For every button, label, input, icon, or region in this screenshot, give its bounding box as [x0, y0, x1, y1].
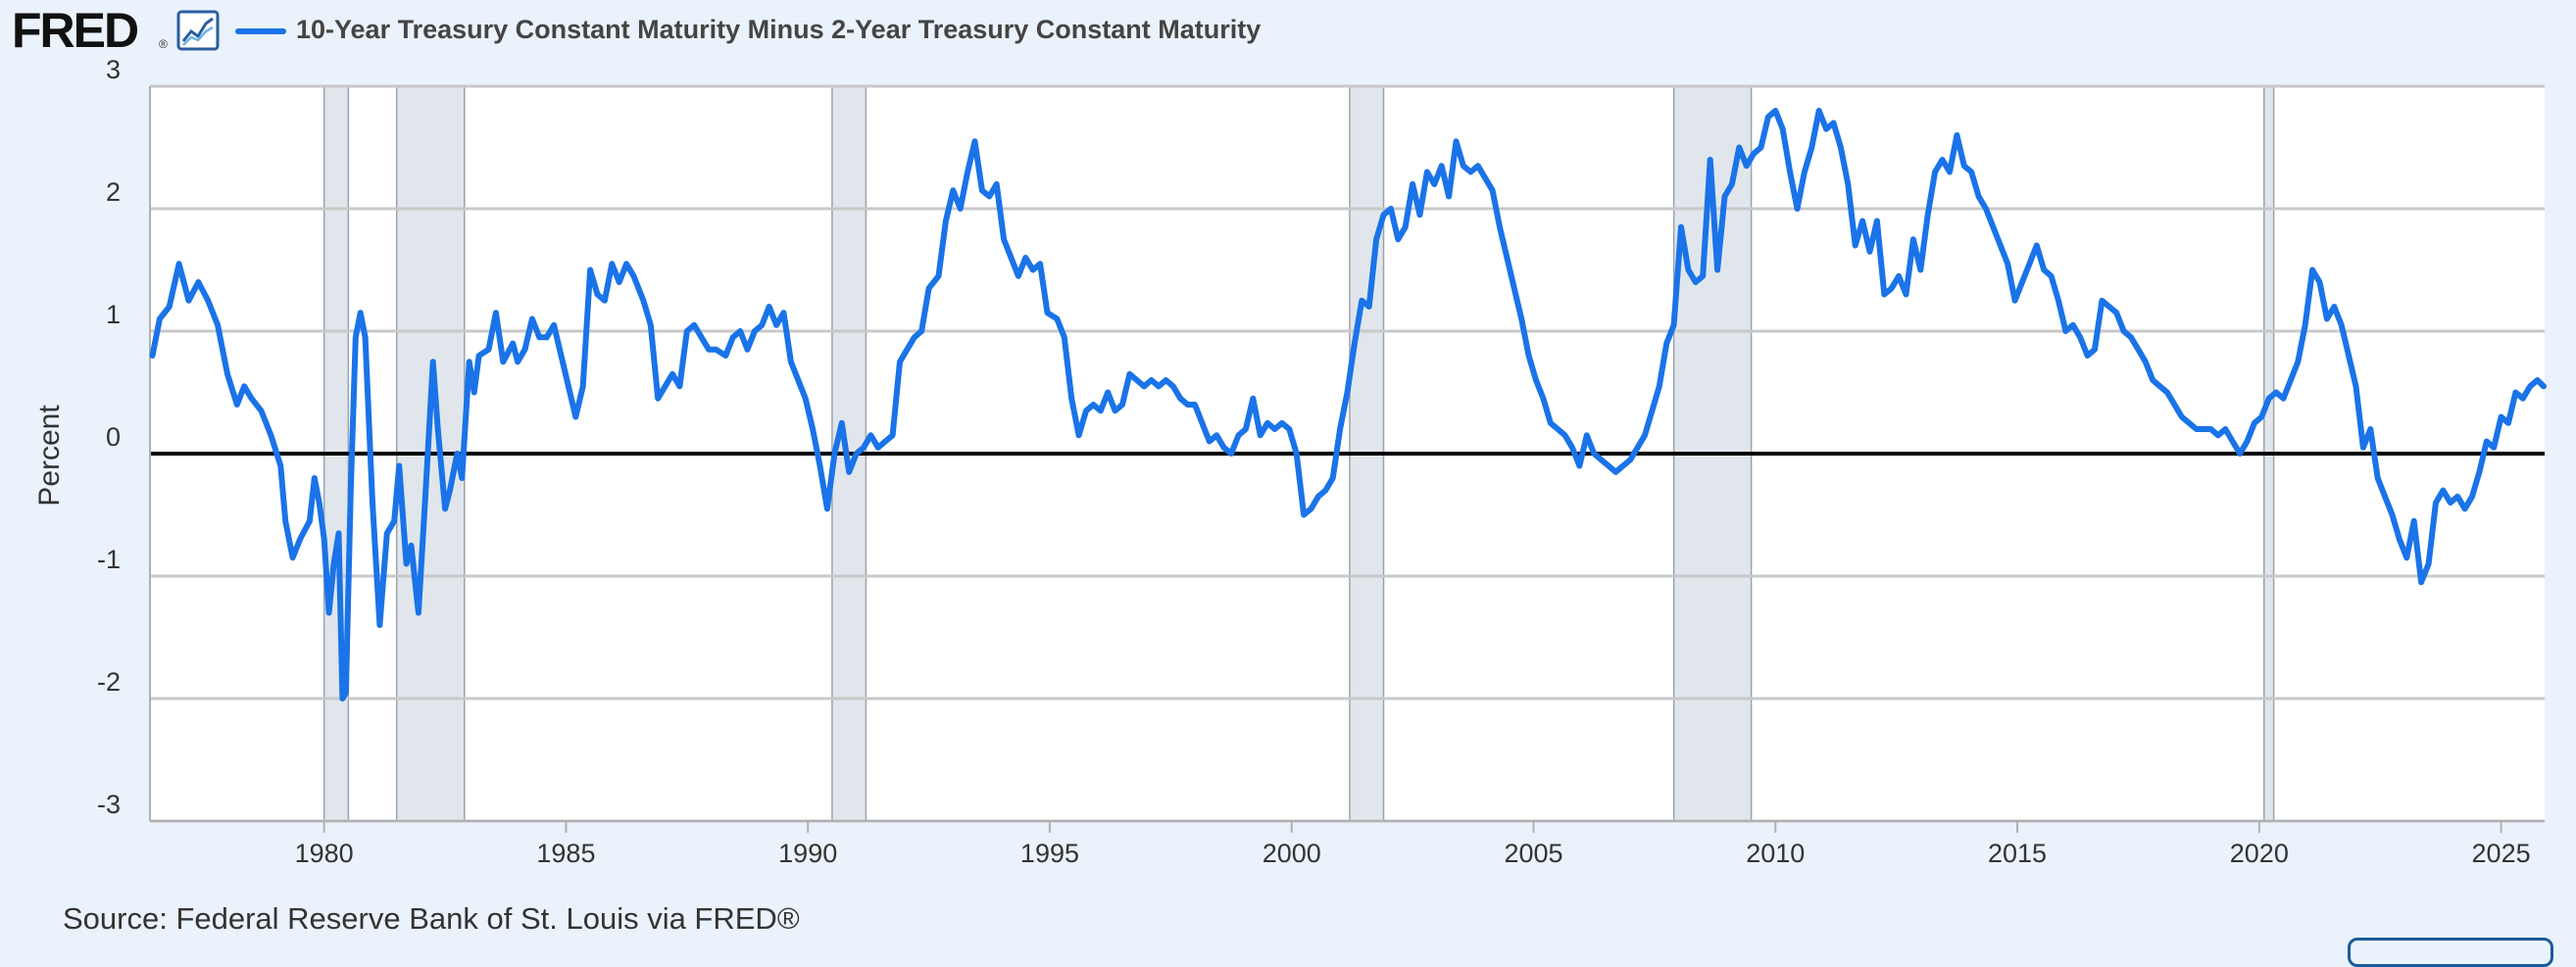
legend-swatch [235, 28, 286, 34]
x-tick-label: 2015 [1988, 839, 2047, 868]
series-line-0 [149, 108, 2547, 701]
y-tick-label: 3 [106, 55, 121, 84]
y-tick-label: -1 [97, 545, 121, 574]
y-tick-label: -2 [97, 667, 121, 697]
y-tick-label: 1 [106, 300, 121, 329]
line-chart: 3 2 1 0 -1 -2 -3 1980 1985 1990 1995 2000 2005 2010 20… [33, 55, 2547, 868]
fred-logo[interactable]: FRED [12, 3, 139, 58]
source-note: Source: Federal Reserve Bank of St. Loui… [63, 901, 800, 936]
x-tick-label: 2010 [1746, 839, 1805, 868]
edit-graph-button[interactable] [2348, 938, 2553, 967]
x-tick-label: 1985 [536, 839, 595, 868]
x-tick-label: 1995 [1020, 839, 1079, 868]
x-tick-label: 2005 [1504, 839, 1562, 868]
y-tick-label: 2 [106, 177, 121, 207]
y-tick-label: 0 [106, 422, 121, 452]
y-axis-label: Percent [33, 405, 66, 507]
x-tick-label: 1980 [295, 839, 354, 868]
fred-registered-mark: ® [159, 37, 168, 51]
x-tick-label: 2020 [2230, 839, 2289, 868]
chart-header: FRED ® 10-Year Treasury Constant Maturit… [0, 0, 2576, 61]
x-tick-label: 1990 [778, 839, 837, 868]
y-tick-label: -3 [97, 790, 121, 819]
legend-series-label: 10-Year Treasury Constant Maturity Minus… [296, 15, 1262, 44]
axes: 3 2 1 0 -1 -2 -3 1980 1985 1990 1995 2000 2005 2010 20… [97, 55, 2545, 868]
x-tick-label: 2025 [2472, 839, 2531, 868]
x-tick-label: 2000 [1263, 839, 1321, 868]
line-graph-icon[interactable] [176, 10, 220, 51]
series-group [149, 108, 2547, 701]
